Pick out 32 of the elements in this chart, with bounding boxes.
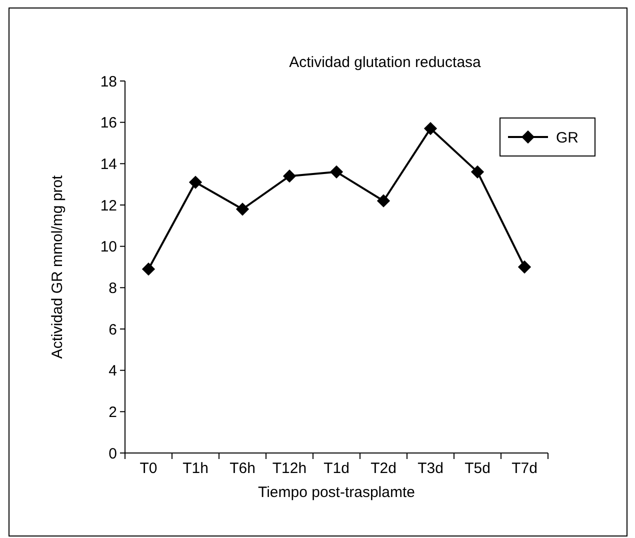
y-tick-label: 0 [108,445,117,462]
point [376,194,390,208]
x-tick-label: T1h [182,460,208,477]
y-tick-label: 12 [100,197,117,214]
x-axis-title: Tiempo post-trasplamte [258,484,416,501]
point [518,260,532,274]
x-tick-label: T12h [272,460,307,477]
y-tick-label: 6 [108,321,117,338]
y-tick-label: 4 [108,362,117,380]
x-tick-label: T2d [370,460,396,477]
x-tick-label: T6h [230,460,256,477]
y-axis-title: Actividad GR mmol/mg prot [49,174,66,359]
point [470,165,484,178]
y-tick-label: 14 [100,156,117,173]
x-tick-label: T5d [464,460,490,477]
point [142,262,156,276]
legend-label: GR [556,129,579,146]
point [424,122,438,136]
y-tick-label: 10 [100,238,117,256]
point [188,176,202,189]
point [330,165,344,178]
point [236,202,250,216]
x-tick-label: T0 [140,460,158,477]
point [282,170,296,183]
y-tick-label: 2 [108,404,117,421]
y-tick-label: 16 [100,114,117,132]
x-tick-label: T3d [418,460,444,477]
x-tick-label: T7d [512,460,538,477]
y-tick-label: 18 [100,73,117,90]
y-tick-label: 8 [108,280,117,297]
chart-title: Actividad glutation reductasa [289,54,482,71]
x-tick-label: T1d [324,460,350,477]
